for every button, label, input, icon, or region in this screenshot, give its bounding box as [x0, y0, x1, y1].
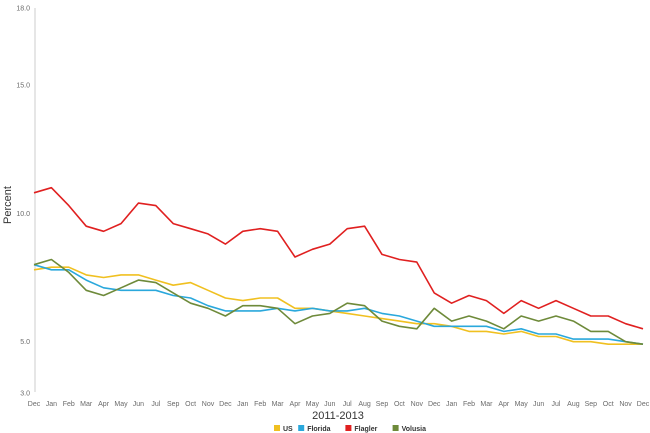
y-tick-label: 15.0 [16, 83, 30, 90]
x-tick-label: Feb [63, 401, 75, 408]
x-tick-label: Sep [585, 401, 598, 408]
y-axis-label: Percent [2, 186, 14, 224]
x-tick-label: Apr [498, 401, 510, 408]
x-tick-label: Oct [603, 401, 614, 408]
x-tick-label: Aug [358, 401, 371, 408]
x-tick-label: May [114, 401, 128, 408]
series-line-florida [33, 263, 644, 345]
series-lines [33, 186, 644, 346]
legend-swatch-florida [298, 425, 305, 431]
x-tick-label: Jun [133, 401, 144, 408]
x-tick-label: Jul [552, 401, 561, 408]
x-tick-label: Nov [411, 401, 424, 408]
x-tick-label: Dec [28, 401, 41, 408]
legend-label-volusia: Volusia [402, 426, 426, 433]
x-tick-labels: Dec Jan Feb Mar Apr May Jun Jul Sep Oct Nov Dec Jan F… [28, 401, 650, 408]
legend-label-flagler: Flagler [354, 426, 377, 433]
x-tick-label: Dec [637, 401, 650, 408]
x-tick-label: Nov [202, 401, 215, 408]
x-axis-label: 2011-2013 [312, 410, 364, 422]
x-tick-label: Jan [237, 401, 248, 408]
x-tick-label: Sep [376, 401, 389, 408]
x-tick-label: Dec [428, 401, 441, 408]
x-tick-label: Jul [151, 401, 160, 408]
legend: US Florida Flagler Volusia [274, 425, 426, 433]
legend-swatch-flagler [345, 425, 352, 431]
legend-label-florida: Florida [307, 426, 330, 433]
x-tick-label: Apr [98, 401, 110, 408]
x-tick-label: Jun [533, 401, 544, 408]
x-tick-label: Nov [619, 401, 632, 408]
x-tick-label: Aug [567, 401, 580, 408]
x-tick-label: May [515, 401, 529, 408]
legend-swatch-volusia [392, 425, 399, 431]
x-tick-label: Feb [463, 401, 475, 408]
x-tick-label: Jan [446, 401, 457, 408]
x-tick-label: Oct [394, 401, 405, 408]
y-tick-label: 5.0 [20, 339, 30, 346]
x-tick-label: Jul [343, 401, 352, 408]
x-tick-label: Dec [219, 401, 232, 408]
x-tick-label: Feb [254, 401, 266, 408]
y-axis: 3.0 5.0 10.0 15.0 18.0 [16, 6, 36, 398]
y-tick-labels: 3.0 5.0 10.0 15.0 18.0 [16, 6, 30, 398]
x-tick-label: Jun [324, 401, 335, 408]
x-tick-label: Oct [185, 401, 196, 408]
legend-swatch-us [274, 425, 280, 431]
series-line-us [33, 266, 643, 346]
series-line-flagler [33, 186, 644, 330]
legend-label-us: US [283, 426, 293, 433]
x-tick-label: Apr [290, 401, 302, 408]
y-tick-label: 10.0 [16, 211, 30, 218]
x-tick-label: Mar [272, 401, 285, 408]
y-tick-label: 18.0 [16, 6, 30, 13]
x-tick-label: Jan [46, 401, 57, 408]
x-tick-label: Sep [167, 401, 180, 408]
y-tick-label: 3.0 [20, 391, 30, 398]
x-tick-label: Mar [480, 401, 493, 408]
series-line-volusia [33, 258, 644, 345]
x-tick-label: Mar [80, 401, 93, 408]
x-tick-label: May [306, 401, 320, 408]
